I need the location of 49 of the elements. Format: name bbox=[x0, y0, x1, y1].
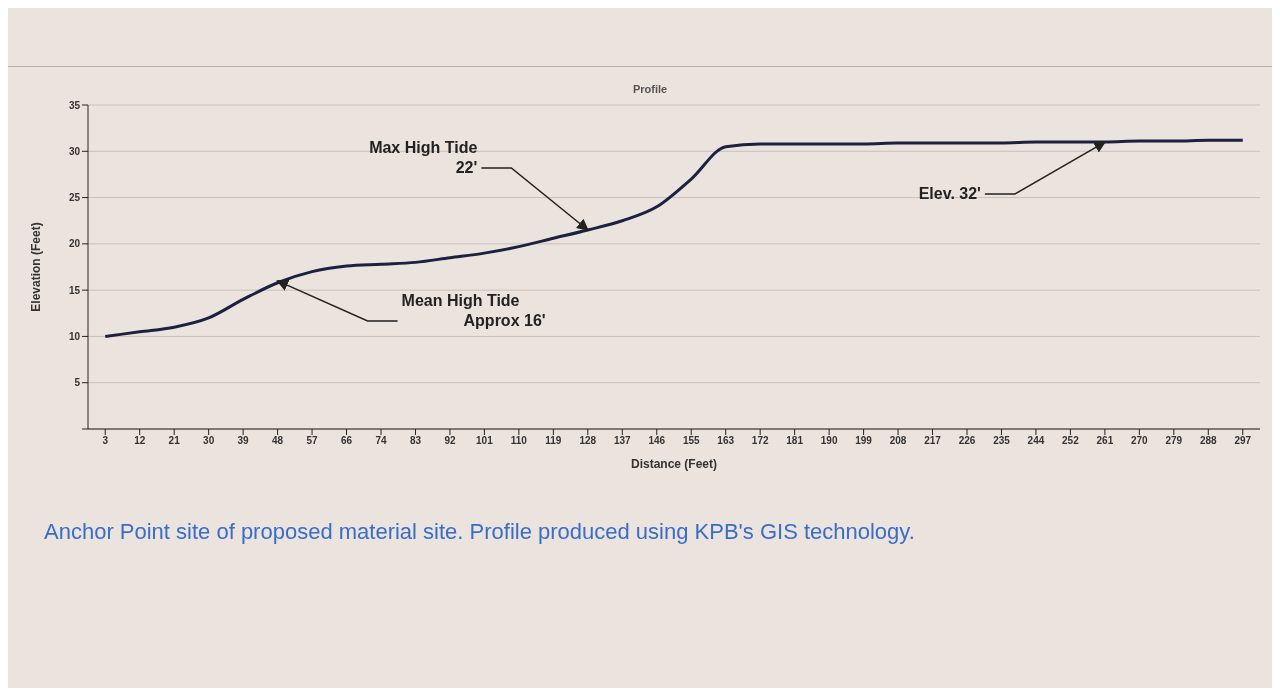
x-tick-label: 155 bbox=[682, 435, 701, 447]
y-tick-label: 15 bbox=[68, 284, 81, 296]
x-tick-label: 172 bbox=[751, 435, 769, 447]
x-tick-label: 244 bbox=[1027, 435, 1045, 447]
x-tick-label: 48 bbox=[272, 435, 284, 447]
x-tick-label: 208 bbox=[889, 435, 907, 447]
x-tick-label: 190 bbox=[820, 435, 838, 447]
x-tick-label: 12 bbox=[134, 435, 146, 447]
x-tick-label: 3 bbox=[102, 435, 109, 447]
line-series bbox=[103, 138, 1245, 338]
x-tick-label: 279 bbox=[1165, 435, 1183, 447]
x-tick-label: 252 bbox=[1062, 435, 1080, 447]
x-tick-label: 83 bbox=[409, 435, 422, 447]
x-tick-label: 261 bbox=[1096, 435, 1114, 447]
x-tick-label: 297 bbox=[1234, 435, 1252, 447]
x-tick-label: 146 bbox=[648, 435, 666, 447]
x-tick-label: 128 bbox=[579, 435, 597, 447]
x-tick-label: 270 bbox=[1131, 435, 1149, 447]
x-tick-label: 74 bbox=[375, 435, 387, 447]
x-tick-label: 57 bbox=[306, 435, 319, 447]
x-tick-label: 39 bbox=[237, 435, 250, 447]
annotation: Mean High Tide Approx 16' bbox=[401, 291, 546, 329]
x-tick-label: 110 bbox=[510, 435, 528, 447]
y-tick-label: 30 bbox=[68, 145, 81, 157]
x-tick-label: 30 bbox=[203, 435, 215, 447]
x-tick-label: 92 bbox=[444, 435, 456, 447]
y-tick-label: 25 bbox=[68, 192, 81, 204]
x-tick-label: 217 bbox=[924, 435, 942, 447]
x-axis-title: Distance (Feet) bbox=[630, 457, 718, 471]
x-tick-label: 199 bbox=[855, 435, 873, 447]
chart-title: Profile bbox=[631, 82, 669, 95]
x-tick-label: 288 bbox=[1199, 435, 1218, 447]
x-tick-label: 235 bbox=[993, 435, 1011, 447]
y-tick-label: 35 bbox=[68, 99, 81, 111]
y-axis-title: Elevation (Feet) bbox=[29, 222, 43, 312]
x-tick-label: 119 bbox=[545, 435, 562, 447]
x-tick-label: 101 bbox=[476, 435, 494, 447]
annotation: Elev. 32' bbox=[918, 185, 981, 203]
x-tick-label: 137 bbox=[613, 435, 632, 447]
y-tick-label: 5 bbox=[74, 377, 81, 389]
y-tick-label: 10 bbox=[68, 330, 81, 342]
x-tick-label: 21 bbox=[168, 435, 181, 447]
text: Anchor Point site of proposed material site. Profile produced using KPB's GIS technology. bbox=[43, 519, 916, 545]
x-tick-label: 181 bbox=[786, 435, 804, 447]
annotation: Max High Tide 22' bbox=[369, 138, 478, 176]
x-tick-label: 226 bbox=[958, 435, 976, 447]
x-tick-label: 66 bbox=[340, 435, 353, 447]
x-tick-label: 163 bbox=[717, 435, 735, 447]
y-tick-label: 20 bbox=[68, 238, 81, 250]
